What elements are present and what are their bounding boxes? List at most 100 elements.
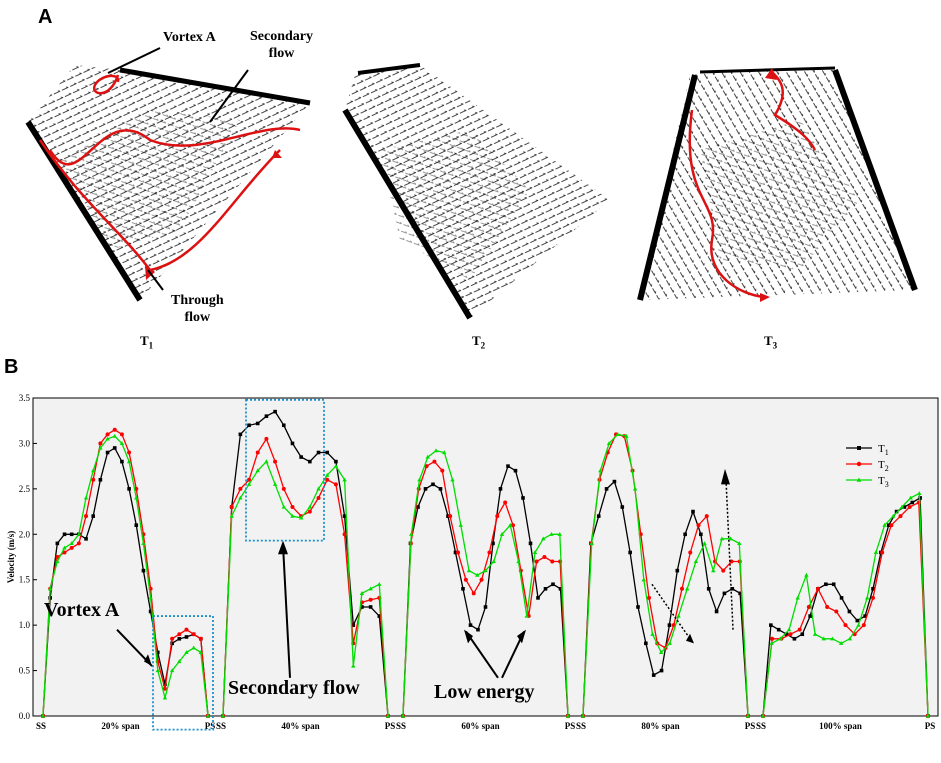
legend-label-sub: 1	[885, 448, 889, 457]
data-point-t3	[316, 486, 321, 491]
data-point-t3	[760, 713, 766, 718]
data-point-t2	[898, 514, 903, 519]
data-point-t1	[163, 682, 167, 686]
data-point-t3	[557, 531, 562, 536]
data-point-t1	[784, 632, 789, 637]
data-point-t3	[450, 477, 455, 482]
data-point-t3	[246, 482, 252, 486]
data-point-t2	[424, 464, 429, 469]
data-point-t1	[281, 423, 286, 428]
data-point-t3	[598, 468, 603, 473]
data-point-t3	[873, 550, 879, 555]
data-point-t1	[431, 482, 435, 487]
data-point-t3	[580, 713, 586, 718]
data-point-t2	[333, 482, 338, 487]
data-point-t3	[795, 595, 800, 600]
panel-a-label: A	[38, 6, 53, 28]
y-tick-label: 2.0	[19, 529, 31, 539]
vortex-annotation: Vortex A	[44, 599, 120, 621]
data-point-t3	[693, 559, 699, 564]
data-point-t3	[220, 713, 226, 718]
data-point-t3	[198, 650, 204, 654]
data-point-t3	[155, 668, 160, 673]
data-point-t3	[425, 454, 430, 459]
data-point-t2	[162, 686, 167, 691]
data-point-t3	[134, 495, 139, 500]
data-point-t3	[264, 459, 269, 464]
data-point-t1	[839, 596, 844, 600]
data-point-t2	[880, 550, 885, 555]
data-point-t1	[255, 421, 260, 426]
data-point-t1	[667, 623, 672, 627]
data-point-t2	[479, 577, 484, 582]
data-point-t3	[719, 536, 725, 541]
data-point-t2	[487, 550, 492, 555]
data-point-t1	[141, 568, 146, 573]
data-point-t3	[856, 622, 861, 627]
data-point-t1	[476, 627, 480, 632]
data-point-t2	[247, 477, 252, 482]
data-point-t1	[273, 409, 277, 414]
data-point-t1	[461, 587, 465, 591]
data-point-t3	[442, 450, 447, 455]
data-point-t1	[824, 582, 828, 587]
data-point-t3	[229, 513, 234, 518]
data-point-t1	[528, 541, 533, 546]
data-point-t3	[786, 627, 792, 632]
x-label-ss: SS	[576, 721, 586, 731]
data-point-t2	[264, 436, 269, 441]
x-label-ps: PS	[925, 721, 936, 731]
data-point-t1	[316, 450, 321, 455]
through-flow-line1: Through	[171, 293, 224, 308]
data-point-t3	[112, 433, 117, 438]
data-point-t3	[298, 515, 304, 520]
data-point-t3	[565, 713, 571, 718]
y-tick-label: 3.5	[19, 393, 31, 403]
secondary-flow-label: Secondary flow	[228, 677, 360, 699]
through-flow-annotation: Through flow	[171, 292, 224, 326]
data-point-t2	[229, 505, 234, 510]
data-point-t2	[806, 604, 811, 609]
data-point-t2	[76, 541, 81, 546]
data-point-t2	[861, 623, 866, 628]
data-point-t2	[191, 632, 196, 637]
secondary-flow-arrow	[282, 545, 291, 678]
through-flow-line2: flow	[184, 310, 211, 325]
data-point-t3	[409, 531, 414, 536]
data-point-t1	[483, 605, 488, 609]
data-point-t3	[650, 631, 655, 636]
data-point-t1	[360, 605, 364, 609]
t1-field-label: T1	[140, 333, 153, 351]
data-point-t2	[281, 486, 286, 491]
data-point-t2	[273, 459, 278, 464]
data-point-t3	[589, 541, 594, 545]
data-point-t3	[769, 641, 774, 645]
data-point-t3	[368, 586, 373, 591]
data-point-t2	[325, 477, 330, 482]
data-point-t1	[612, 479, 617, 484]
data-point-t3	[702, 541, 707, 545]
data-point-t2	[825, 604, 830, 609]
data-point-t3	[475, 572, 480, 577]
data-point-t1	[299, 455, 303, 459]
y-tick-label: 1.0	[19, 620, 31, 630]
data-point-t1	[691, 509, 695, 514]
y-tick-label: 0.5	[19, 666, 31, 676]
data-point-t2	[105, 432, 110, 437]
data-point-t3	[141, 541, 146, 545]
legend-label-sub: 3	[885, 480, 889, 489]
data-point-t2	[198, 636, 203, 641]
data-point-t2	[871, 595, 875, 600]
data-point-t1	[863, 614, 867, 618]
data-point-t2	[907, 505, 912, 510]
x-label-ss: SS	[396, 721, 406, 731]
data-point-t1	[491, 541, 495, 546]
y-tick-label: 3.0	[19, 438, 31, 448]
data-point-t2	[721, 568, 726, 573]
data-point-t1	[120, 459, 124, 464]
data-point-t3	[676, 613, 681, 618]
data-point-t1	[659, 668, 664, 673]
data-point-t2	[550, 559, 555, 564]
panel-b-label: B	[4, 356, 19, 378]
t3-field-label-main: T	[764, 333, 773, 348]
